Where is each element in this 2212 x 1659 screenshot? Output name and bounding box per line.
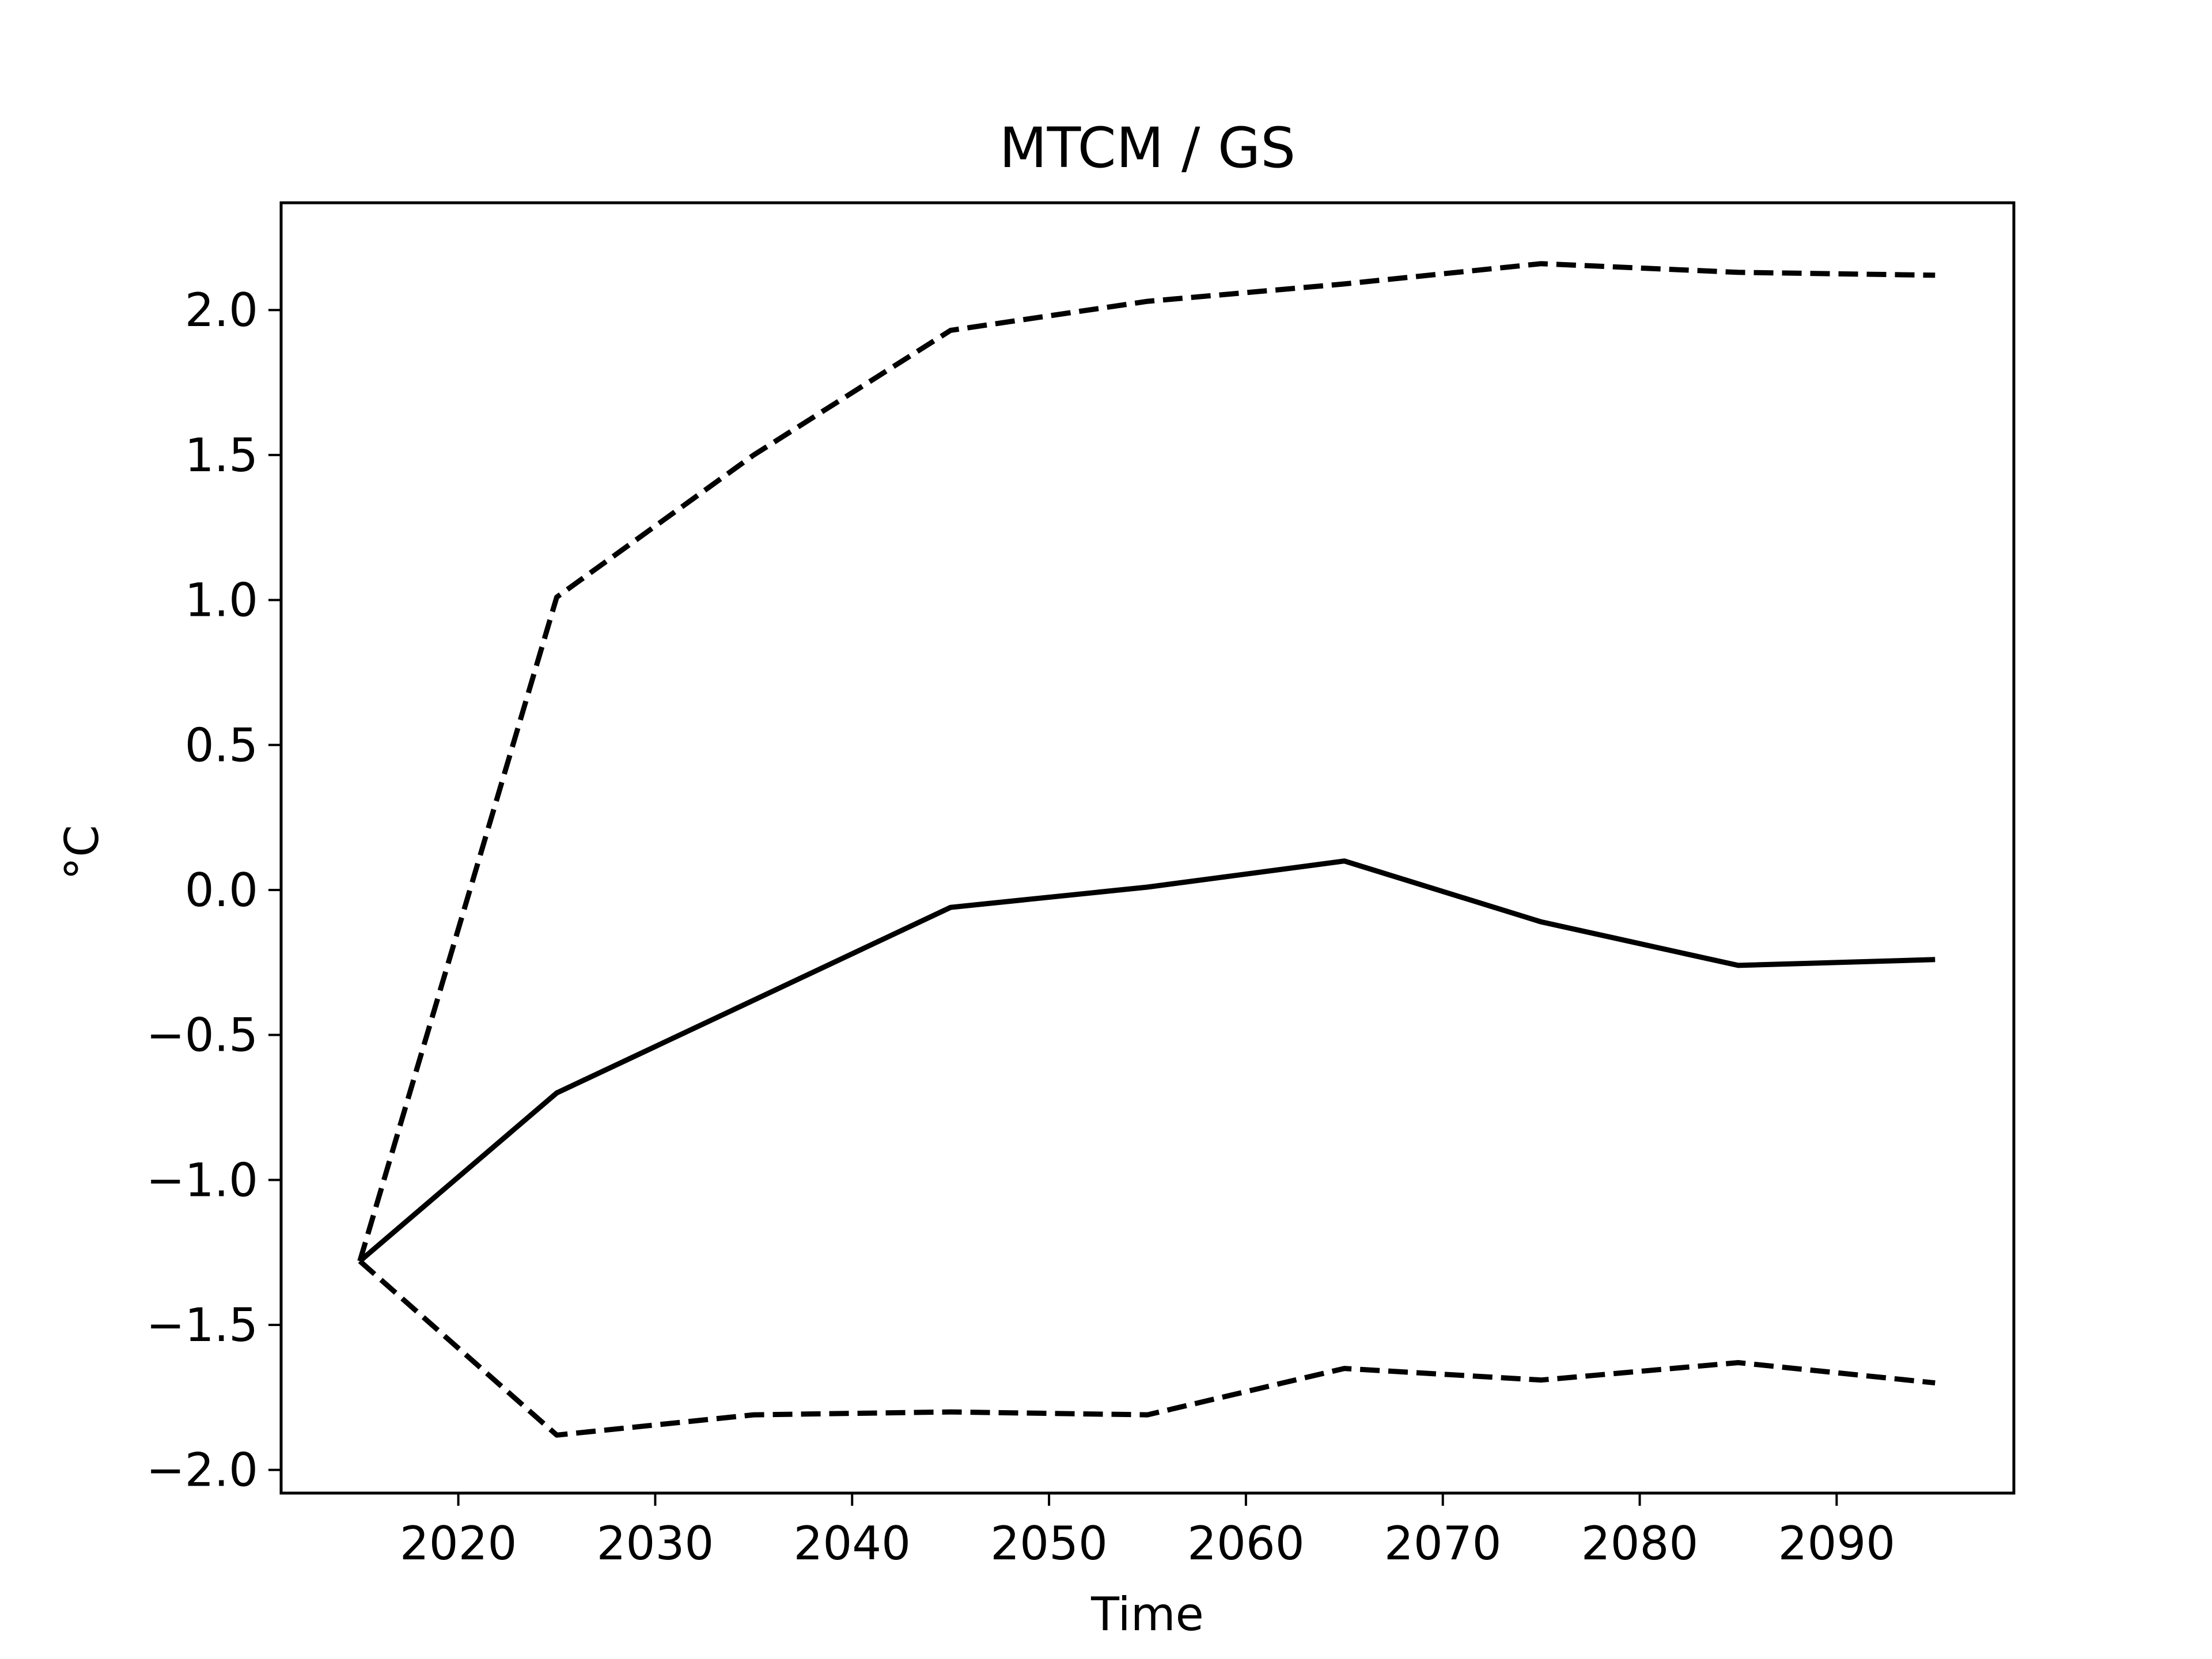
x-axis-ticks: 2020 2030 2040 2050 2060 2070 2080 2090 [400, 1493, 1895, 1570]
y-tick-label: −1.0 [146, 1153, 258, 1207]
y-tick-label: 1.5 [185, 429, 258, 482]
y-tick-label: 1.0 [185, 574, 258, 627]
series-line-dashed-1 [357, 261, 1936, 1262]
y-axis-ticks: −2.0 −1.5 −1.0 −0.5 0.0 0.5 1.0 1.5 2.0 [146, 283, 281, 1497]
y-tick-label: −1.5 [146, 1298, 258, 1352]
x-tick-label: 2020 [400, 1517, 517, 1570]
y-tick-label: −2.0 [146, 1444, 258, 1497]
y-tick-label: −0.5 [146, 1009, 258, 1062]
series-group [357, 261, 1936, 1438]
x-tick-label: 2050 [990, 1517, 1108, 1570]
x-tick-label: 2080 [1581, 1517, 1699, 1570]
y-tick-label: 0.0 [185, 863, 258, 917]
y-tick-label: 2.0 [185, 283, 258, 337]
x-tick-label: 2060 [1187, 1517, 1305, 1570]
x-tick-label: 2040 [793, 1517, 911, 1570]
x-tick-label: 2030 [597, 1517, 714, 1570]
series-line-solid [358, 858, 1936, 1263]
series-line-dashed-2 [358, 1259, 1936, 1438]
x-tick-label: 2070 [1384, 1517, 1502, 1570]
chart-title: MTCM / GS [999, 116, 1296, 180]
x-tick-label: 2090 [1778, 1517, 1896, 1570]
y-tick-label: 0.5 [185, 718, 258, 772]
y-axis-label: °C [55, 825, 109, 880]
plot-frame [279, 201, 2016, 1495]
x-axis-label: Time [1090, 1588, 1204, 1641]
